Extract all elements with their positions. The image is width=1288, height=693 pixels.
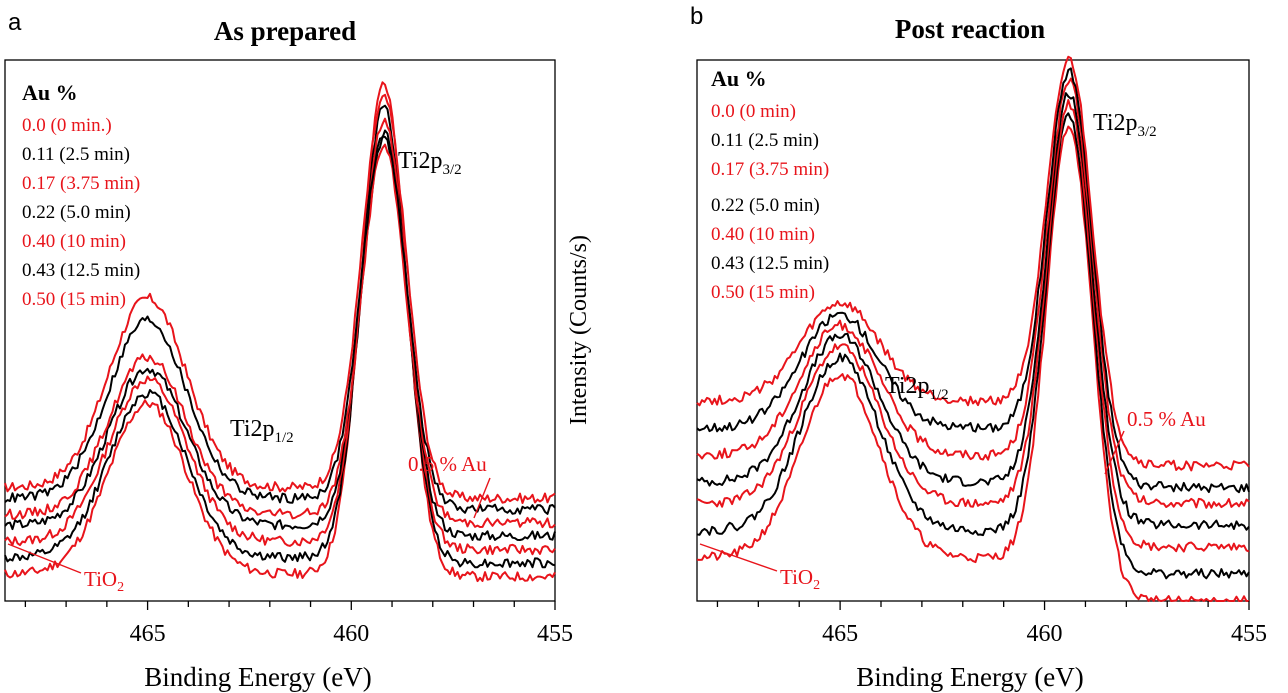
panel-a-series-line-6	[4, 129, 556, 515]
panel-a-series-line-5	[4, 143, 556, 529]
panel-a-series-line-1	[4, 81, 556, 583]
panel-b-series-line-6	[696, 67, 1250, 494]
panel-a-annotation-05-au-leader	[473, 477, 491, 519]
panel-b-annotation-05-au-leader	[1104, 430, 1125, 475]
panel-a-x-tick-label: 460	[333, 621, 369, 647]
panel-a-peak-label-3-2: Ti2p3/2	[398, 148, 462, 178]
panel-a-legend-entry-7: 0.50 (15 min)	[22, 289, 126, 310]
panel-b-x-tick-label: 455	[1231, 621, 1267, 647]
panel-a-legend-heading: Au %	[22, 80, 78, 105]
panel-a-series-line-7	[4, 93, 556, 504]
panel-a-series-line-3	[4, 117, 556, 556]
panel-b-legend-entry-7: 0.50 (15 min)	[711, 282, 815, 303]
panel-b-legend-entry-2: 0.11 (2.5 min)	[711, 130, 819, 151]
panel-b-title: Post reaction	[895, 14, 1045, 44]
panel-b-annotation-05-au: 0.5 % Au	[1127, 407, 1206, 431]
panel-a-legend-entry-6: 0.43 (12.5 min)	[22, 260, 140, 281]
panel-b-plot-frame	[696, 59, 1250, 602]
panel-b-legend-entry-4: 0.22 (5.0 min)	[711, 195, 820, 216]
panel-a-annotation-tio2-leader	[7, 543, 82, 574]
panel-b-peak-label-3-2: Ti2p3/2	[1093, 110, 1157, 140]
panel-a-x-axis: 465 460 455	[24, 601, 573, 647]
panel-b-series-line-3	[696, 99, 1250, 553]
panel-a-label: a	[8, 9, 22, 36]
panel-a-legend-entry-3: 0.17 (3.75 min)	[22, 173, 140, 194]
panel-b-annotation-tio2: TiO2	[780, 565, 820, 593]
panel-a-annotation-05-au: 0.5 % Au	[408, 452, 487, 476]
panel-a-x-axis-title: Binding Energy (eV)	[144, 662, 371, 692]
panel-b-legend-entry-6: 0.43 (12.5 min)	[711, 253, 829, 274]
panel-a-legend-entry-5: 0.40 (10 min)	[22, 231, 126, 252]
panel-a-legend: Au % 0.0 (0 min.) 0.11 (2.5 min) 0.17 (3…	[22, 80, 140, 310]
panel-b-series-line-2	[696, 112, 1250, 580]
y-axis-title: Intensity (Counts/s)	[566, 235, 592, 425]
panel-b-peak-label-1-2: Ti2p1/2	[885, 373, 949, 403]
panel-a-annotation-tio2: TiO2	[84, 567, 124, 595]
panel-b-legend-entry-3: 0.17 (3.75 min)	[711, 159, 829, 180]
panel-a-peak-label-1-2: Ti2p1/2	[230, 416, 294, 446]
panel-b-series-group	[696, 55, 1250, 602]
panel-a-plot-frame	[4, 59, 556, 602]
panel-a-series-line-2	[4, 104, 556, 569]
panel-a-series-group	[4, 81, 556, 583]
panel-a-legend-entry-2: 0.11 (2.5 min)	[22, 144, 130, 165]
panel-a-legend-entry-4: 0.22 (5.0 min)	[22, 202, 131, 223]
panel-b-series-line-5	[696, 77, 1250, 509]
panel-b-legend-entry-5: 0.40 (10 min)	[711, 224, 815, 245]
panel-b-legend-entry-1: 0.0 (0 min)	[711, 101, 796, 122]
panel-b-label: b	[690, 3, 703, 30]
panel-b-x-tick-label: 460	[1027, 621, 1063, 647]
panel-b-annotation-tio2-leader	[699, 543, 778, 572]
panel-b-x-axis-title: Binding Energy (eV)	[856, 662, 1083, 692]
panel-b-x-tick-label: 465	[822, 621, 858, 647]
panel-b-series-line-4	[696, 92, 1250, 531]
panel-b-series-line-1	[696, 125, 1249, 602]
panel-b-x-axis: 465 460 455	[716, 601, 1267, 647]
panel-b: b Post reaction 465 460 455 Binding Energy…	[690, 3, 1267, 692]
panel-a: a As prepared 465 460 455 Binding Energy (…	[4, 9, 573, 692]
panel-a-legend-entry-1: 0.0 (0 min.)	[22, 115, 112, 136]
panel-a-series-line-4	[4, 135, 556, 541]
panel-b-legend-heading: Au %	[711, 66, 767, 91]
panel-b-series-line-7	[696, 55, 1250, 472]
panel-a-x-tick-label: 465	[130, 621, 166, 647]
panel-a-title: As prepared	[214, 16, 356, 46]
panel-b-legend: Au % 0.0 (0 min) 0.11 (2.5 min) 0.17 (3.…	[711, 66, 829, 303]
panel-a-x-tick-label: 455	[537, 621, 573, 647]
